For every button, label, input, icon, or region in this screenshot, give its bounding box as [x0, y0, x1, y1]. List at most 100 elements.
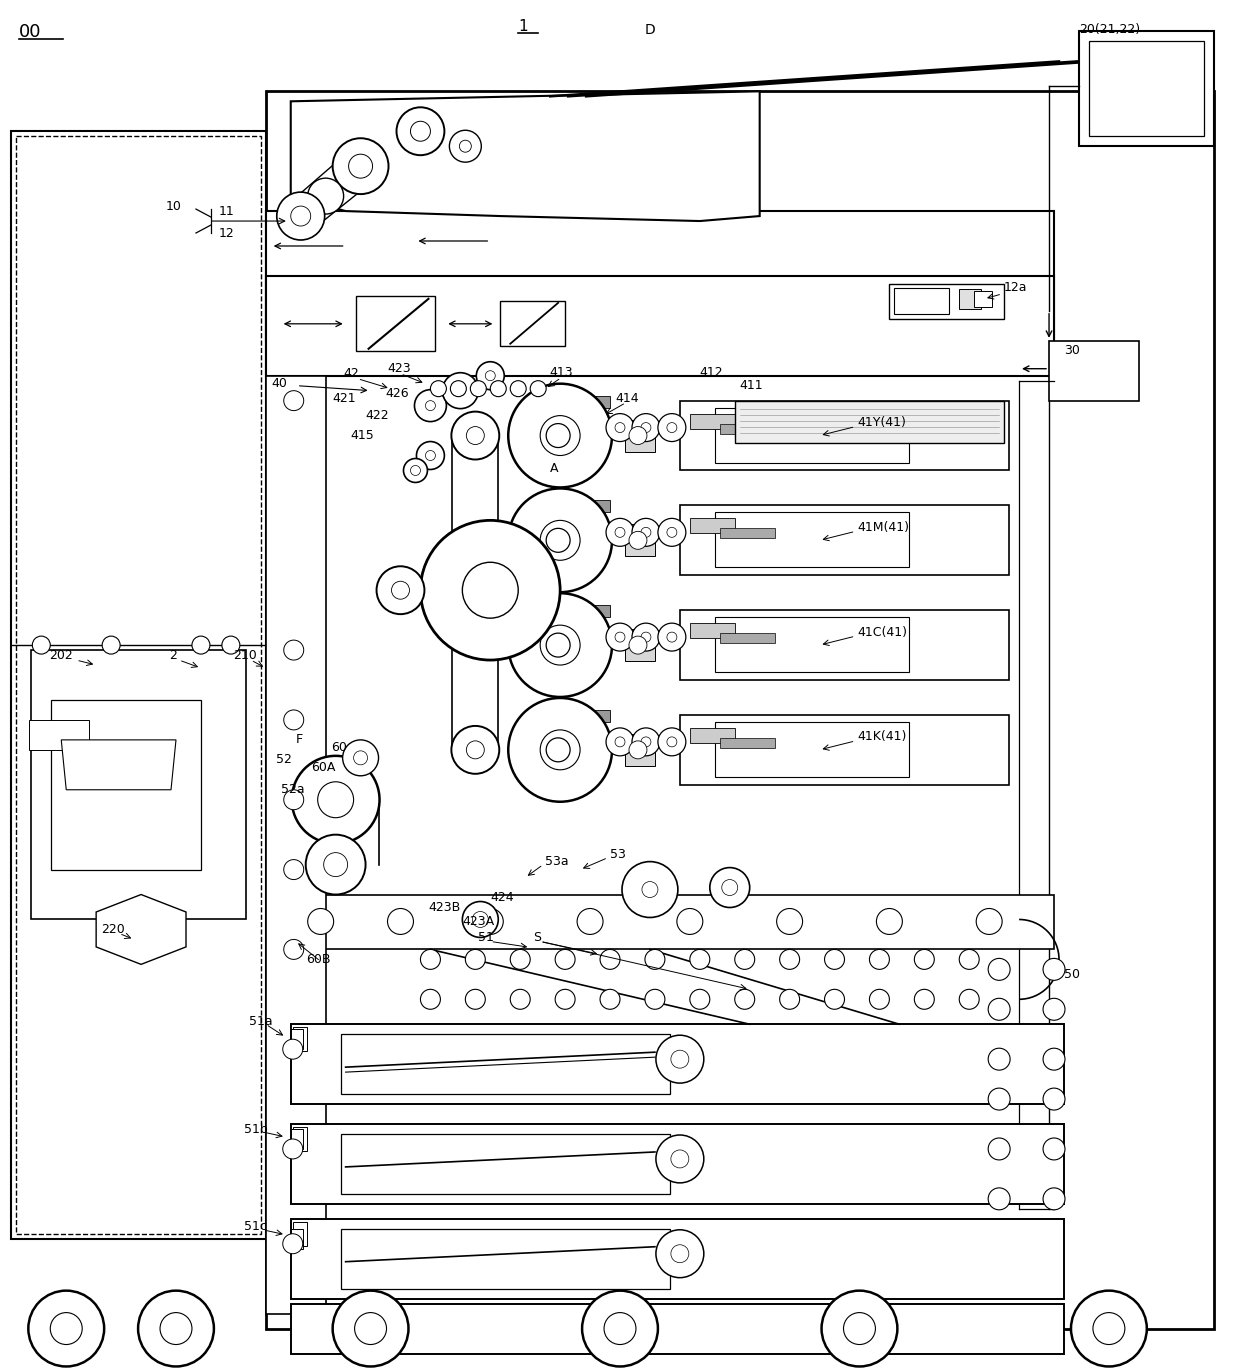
Bar — [680, 400, 1009, 470]
Circle shape — [615, 736, 625, 747]
Circle shape — [1043, 998, 1065, 1020]
Circle shape — [658, 728, 686, 755]
Circle shape — [1043, 1187, 1065, 1209]
Circle shape — [658, 518, 686, 546]
Bar — [719, 424, 775, 433]
Circle shape — [465, 990, 485, 1009]
Text: 40: 40 — [272, 377, 288, 391]
Text: 10: 10 — [166, 200, 182, 213]
Text: 422: 422 — [366, 409, 389, 422]
Circle shape — [541, 729, 580, 769]
Bar — [11, 132, 265, 1239]
Circle shape — [667, 736, 677, 747]
Circle shape — [825, 990, 844, 1009]
Bar — [689, 624, 735, 638]
Text: 51a: 51a — [249, 1015, 273, 1028]
Circle shape — [29, 1290, 104, 1367]
Circle shape — [510, 990, 531, 1009]
Circle shape — [541, 521, 580, 561]
Text: 426: 426 — [386, 387, 409, 400]
Polygon shape — [97, 894, 186, 964]
Circle shape — [392, 581, 409, 599]
Circle shape — [510, 381, 526, 396]
Circle shape — [410, 121, 430, 141]
Bar — [735, 400, 1004, 443]
Circle shape — [510, 949, 531, 969]
Circle shape — [1043, 1089, 1065, 1111]
Circle shape — [629, 636, 647, 654]
Bar — [719, 738, 775, 747]
Circle shape — [667, 422, 677, 433]
Circle shape — [32, 636, 51, 654]
Circle shape — [284, 860, 304, 880]
Circle shape — [283, 1039, 303, 1060]
Circle shape — [645, 949, 665, 969]
Circle shape — [642, 882, 658, 898]
Circle shape — [615, 632, 625, 642]
Bar — [714, 513, 909, 568]
Circle shape — [465, 949, 485, 969]
Circle shape — [677, 909, 703, 935]
Circle shape — [622, 861, 678, 917]
Text: 2: 2 — [169, 648, 177, 662]
Circle shape — [988, 1049, 1011, 1071]
Bar — [341, 1034, 670, 1094]
Circle shape — [397, 107, 444, 155]
Polygon shape — [61, 740, 176, 790]
Circle shape — [485, 370, 495, 381]
Circle shape — [629, 740, 647, 758]
Circle shape — [606, 518, 634, 546]
Circle shape — [332, 138, 388, 195]
Text: 220: 220 — [102, 923, 125, 936]
Circle shape — [284, 640, 304, 659]
Circle shape — [324, 853, 347, 876]
Text: 52: 52 — [275, 753, 291, 766]
Circle shape — [709, 868, 750, 908]
Circle shape — [1043, 1049, 1065, 1071]
Circle shape — [472, 912, 489, 927]
Circle shape — [541, 625, 580, 665]
Circle shape — [1092, 1312, 1125, 1345]
Circle shape — [451, 725, 500, 773]
Text: 53a: 53a — [546, 856, 569, 868]
Circle shape — [284, 939, 304, 960]
Bar — [290, 1228, 303, 1249]
Bar — [689, 518, 735, 533]
Circle shape — [546, 633, 570, 657]
Circle shape — [490, 381, 506, 396]
Text: 50: 50 — [1064, 968, 1080, 980]
Circle shape — [641, 632, 651, 642]
Circle shape — [658, 414, 686, 441]
Bar — [30, 720, 89, 750]
Circle shape — [689, 949, 709, 969]
Circle shape — [388, 909, 413, 935]
Circle shape — [455, 385, 465, 396]
Bar — [714, 617, 909, 672]
Circle shape — [477, 909, 503, 935]
Circle shape — [735, 990, 755, 1009]
Text: 411: 411 — [740, 380, 764, 392]
Circle shape — [284, 790, 304, 810]
Bar — [975, 291, 992, 307]
Circle shape — [780, 949, 800, 969]
Circle shape — [290, 206, 311, 226]
Circle shape — [658, 624, 686, 651]
Bar — [719, 633, 775, 643]
Text: 421: 421 — [332, 392, 356, 406]
Circle shape — [306, 835, 366, 894]
Bar — [16, 136, 260, 1234]
Text: 30: 30 — [1064, 344, 1080, 358]
Circle shape — [377, 566, 424, 614]
Circle shape — [600, 949, 620, 969]
Circle shape — [976, 909, 1002, 935]
Circle shape — [284, 710, 304, 729]
Text: 60: 60 — [331, 742, 346, 754]
Circle shape — [531, 381, 546, 396]
Text: 51b: 51b — [244, 1123, 268, 1135]
Bar — [293, 1027, 306, 1052]
Circle shape — [348, 154, 372, 178]
Circle shape — [604, 1312, 636, 1345]
Circle shape — [667, 632, 677, 642]
Circle shape — [508, 384, 613, 488]
Bar — [625, 629, 655, 661]
